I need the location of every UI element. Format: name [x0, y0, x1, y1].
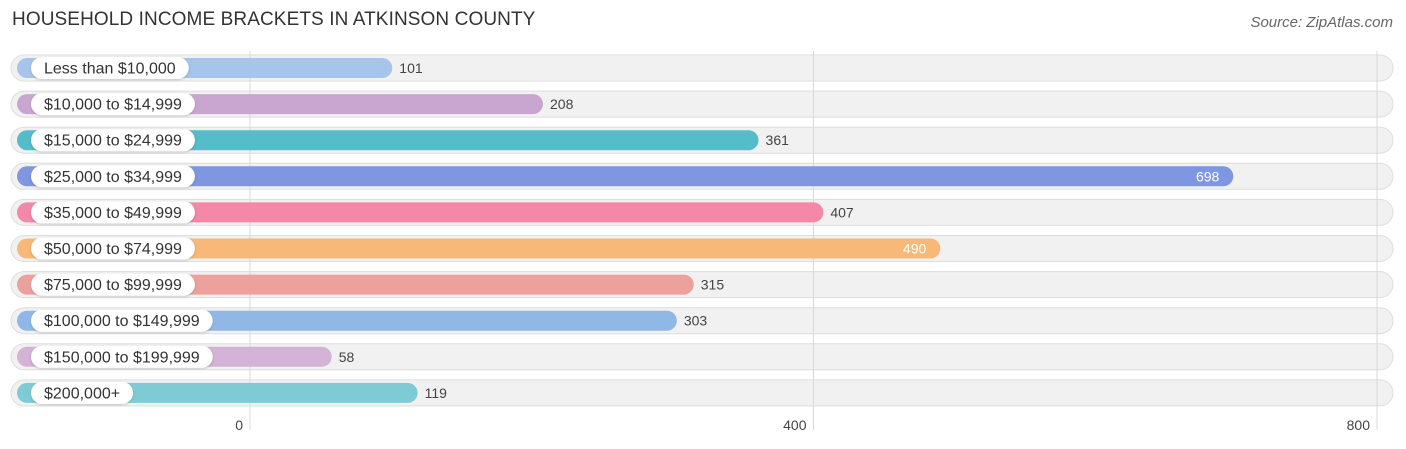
value-label: 101	[399, 60, 423, 76]
bar-group: $50,000 to $74,999 490	[17, 237, 941, 260]
bar	[17, 238, 941, 259]
chart-title: HOUSEHOLD INCOME BRACKETS IN ATKINSON CO…	[12, 9, 536, 30]
bar-group: $10,000 to $14,999 208	[17, 93, 574, 116]
bar-group: $150,000 to $199,999 58	[17, 345, 355, 368]
value-label: 407	[830, 204, 854, 220]
bar	[17, 130, 759, 151]
value-label: 119	[425, 385, 448, 401]
x-tick-label: 400	[783, 417, 807, 433]
row-background	[10, 343, 1394, 371]
value-label: 58	[339, 349, 355, 365]
category-pill	[31, 93, 195, 116]
category-label: $10,000 to $14,999	[44, 97, 182, 114]
category-label: $200,000+	[44, 385, 120, 402]
value-label: 361	[766, 132, 790, 148]
category-label: $150,000 to $199,999	[44, 349, 200, 366]
bar-group: $35,000 to $49,999 407	[17, 201, 854, 224]
category-pill	[31, 381, 134, 404]
category-label: $100,000 to $149,999	[44, 313, 200, 330]
bar	[17, 166, 1234, 187]
bar	[17, 202, 824, 223]
category-label: $75,000 to $99,999	[44, 277, 182, 294]
category-pill	[31, 273, 195, 296]
chart-source: Source: ZipAtlas.com	[1250, 14, 1393, 31]
category-label: Less than $10,000	[44, 61, 176, 78]
value-label: 208	[550, 96, 574, 112]
x-tick-label: 800	[1347, 417, 1371, 433]
bar-group: $75,000 to $99,999 315	[17, 273, 725, 296]
bar-group: Less than $10,000 101	[17, 57, 423, 79]
category-pill	[31, 57, 189, 79]
x-tick-label: 0	[235, 417, 243, 433]
bar-group: $200,000+ 119	[17, 381, 448, 404]
category-label: $35,000 to $49,999	[44, 205, 182, 222]
bar-group: $15,000 to $24,999 361	[17, 129, 790, 152]
category-pill	[31, 165, 195, 188]
category-pill	[31, 129, 195, 152]
value-label: 490	[903, 241, 927, 257]
bars: Less than $10,000 101 $10,000 to $14,999 20…	[17, 57, 1234, 404]
category-pill	[31, 345, 213, 368]
category-pill	[31, 201, 195, 224]
value-label: 698	[1196, 168, 1220, 184]
category-label: $25,000 to $34,999	[44, 169, 182, 186]
bar-group: $100,000 to $149,999 303	[17, 309, 708, 332]
value-label: 315	[701, 277, 725, 293]
category-pill	[31, 237, 195, 260]
bar-group: $25,000 to $34,999 698	[17, 165, 1234, 188]
category-pill	[31, 309, 213, 332]
category-label: $50,000 to $74,999	[44, 241, 182, 258]
value-label: 303	[684, 313, 708, 329]
category-label: $15,000 to $24,999	[44, 133, 182, 150]
x-axis-ticks: 0 400 800	[235, 417, 1370, 433]
